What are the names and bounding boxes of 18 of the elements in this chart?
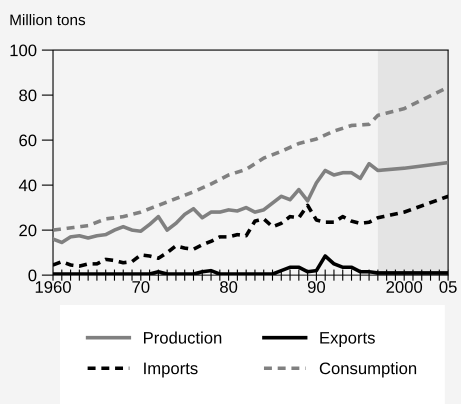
y-tick-label: 100 (10, 44, 36, 56)
legend-label: Consumption (320, 362, 416, 378)
x-tick-label: 70 (132, 281, 150, 293)
legend-label: Imports (144, 362, 198, 378)
x-tick-label: 2000 (386, 281, 422, 293)
legend-label: Production (144, 331, 222, 344)
y-axis-title: Million tons (10, 14, 86, 26)
x-tick-label: 90 (308, 281, 326, 293)
y-tick-label: 60 (19, 134, 36, 146)
y-tick-label: 0 (28, 270, 36, 282)
y-tick-label: 20 (19, 224, 36, 236)
legend-label: Exports (320, 332, 375, 348)
x-tick-label: 1960 (36, 281, 71, 293)
x-tick-label: 05 (439, 281, 457, 293)
line-series (53, 160, 448, 244)
y-tick-label: 80 (19, 90, 36, 102)
y-tick-label: 40 (18, 180, 36, 192)
x-tick-label: 80 (220, 281, 238, 293)
